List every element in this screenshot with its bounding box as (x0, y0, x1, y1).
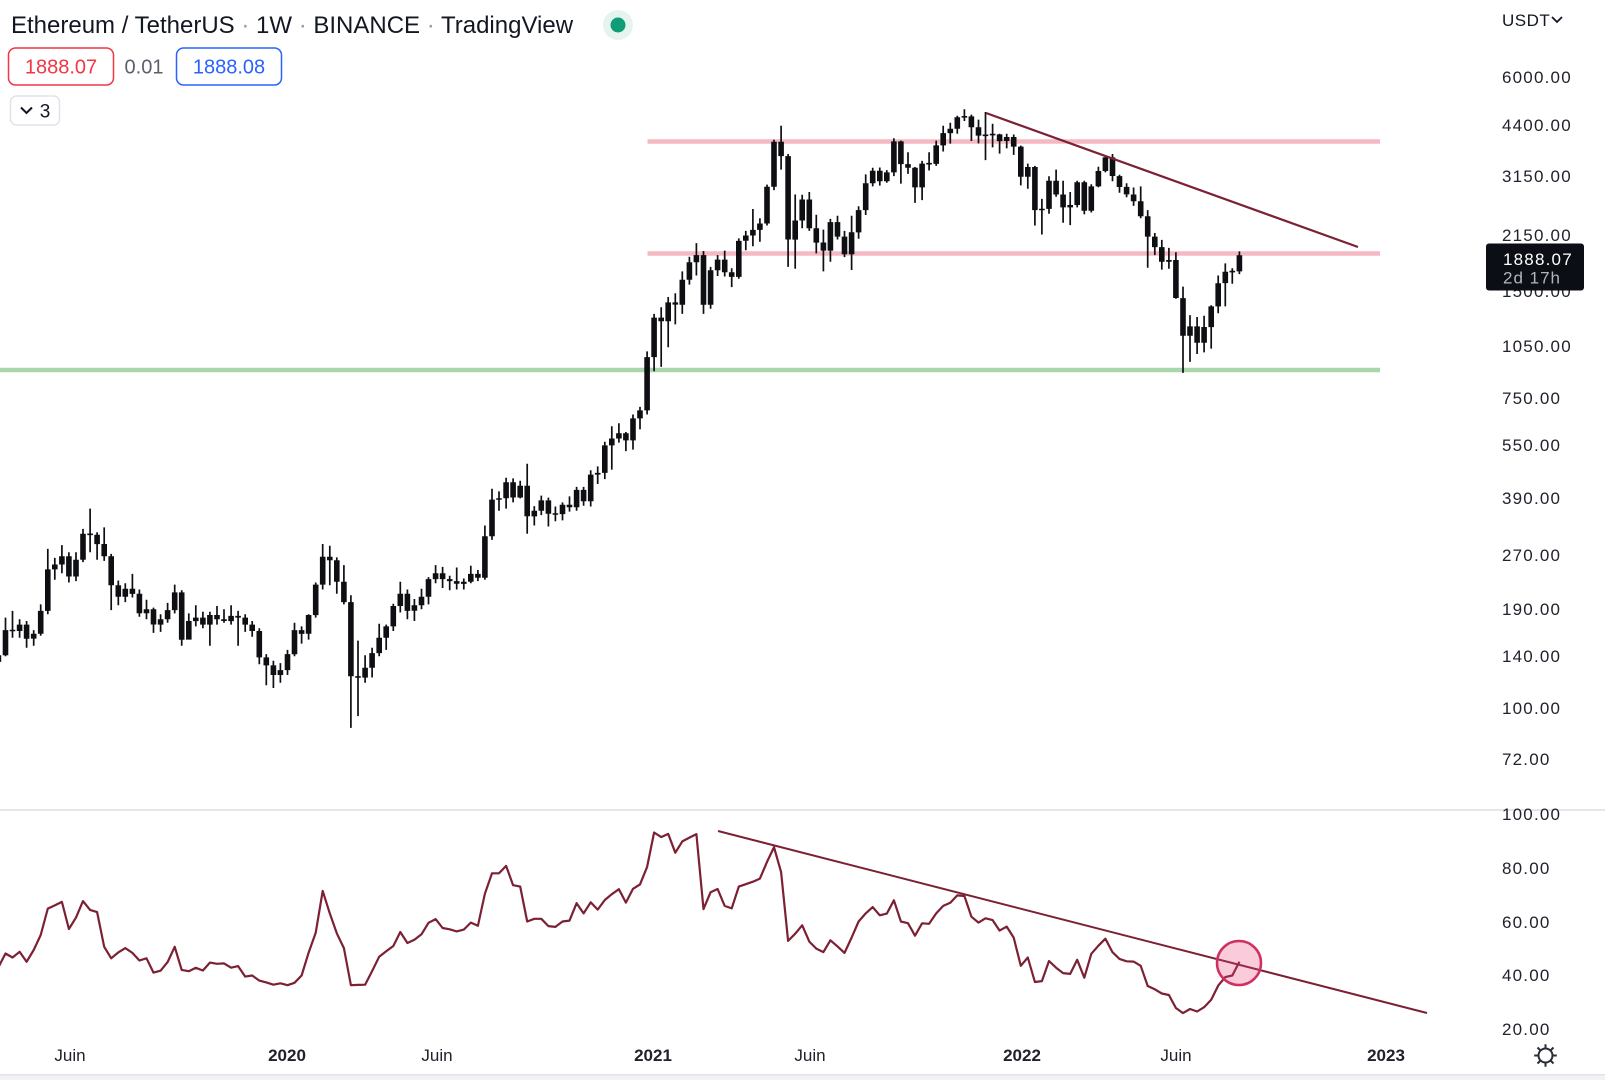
svg-text:2023: 2023 (1367, 1046, 1405, 1065)
svg-text:2021: 2021 (634, 1046, 672, 1065)
svg-text:4400.00: 4400.00 (1502, 116, 1572, 135)
svg-text:100.00: 100.00 (1502, 699, 1561, 718)
svg-text:Juin: Juin (1160, 1046, 1191, 1065)
svg-text:40.00: 40.00 (1502, 966, 1551, 985)
svg-text:1888.07: 1888.07 (25, 57, 97, 79)
svg-text:2d 17h: 2d 17h (1503, 269, 1561, 288)
svg-text:2020: 2020 (268, 1046, 306, 1065)
svg-text:Juin: Juin (421, 1046, 452, 1065)
svg-text:2150.00: 2150.00 (1502, 226, 1572, 245)
svg-text:Juin: Juin (54, 1046, 85, 1065)
svg-text:1888.08: 1888.08 (193, 57, 265, 79)
svg-text:140.00: 140.00 (1502, 647, 1561, 666)
svg-text:270.00: 270.00 (1502, 546, 1561, 565)
svg-text:6000.00: 6000.00 (1502, 68, 1572, 87)
svg-text:1888.07: 1888.07 (1503, 250, 1573, 269)
svg-text:3: 3 (40, 102, 51, 123)
svg-text:550.00: 550.00 (1502, 436, 1561, 455)
svg-text:750.00: 750.00 (1502, 389, 1561, 408)
svg-text:Ethereum / TetherUS · 1W · BIN: Ethereum / TetherUS · 1W · BINANCE · Tra… (11, 12, 574, 39)
svg-text:60.00: 60.00 (1502, 913, 1551, 932)
svg-text:2022: 2022 (1003, 1046, 1041, 1065)
svg-text:20.00: 20.00 (1502, 1020, 1551, 1039)
svg-text:100.00: 100.00 (1502, 805, 1561, 824)
svg-text:390.00: 390.00 (1502, 489, 1561, 508)
svg-text:0.01: 0.01 (125, 57, 164, 79)
svg-text:Juin: Juin (794, 1046, 825, 1065)
svg-text:190.00: 190.00 (1502, 600, 1561, 619)
svg-text:80.00: 80.00 (1502, 859, 1551, 878)
svg-text:3150.00: 3150.00 (1502, 167, 1572, 186)
svg-text:1050.00: 1050.00 (1502, 337, 1572, 356)
svg-text:72.00: 72.00 (1502, 750, 1551, 769)
svg-text:USDT: USDT (1502, 11, 1550, 30)
